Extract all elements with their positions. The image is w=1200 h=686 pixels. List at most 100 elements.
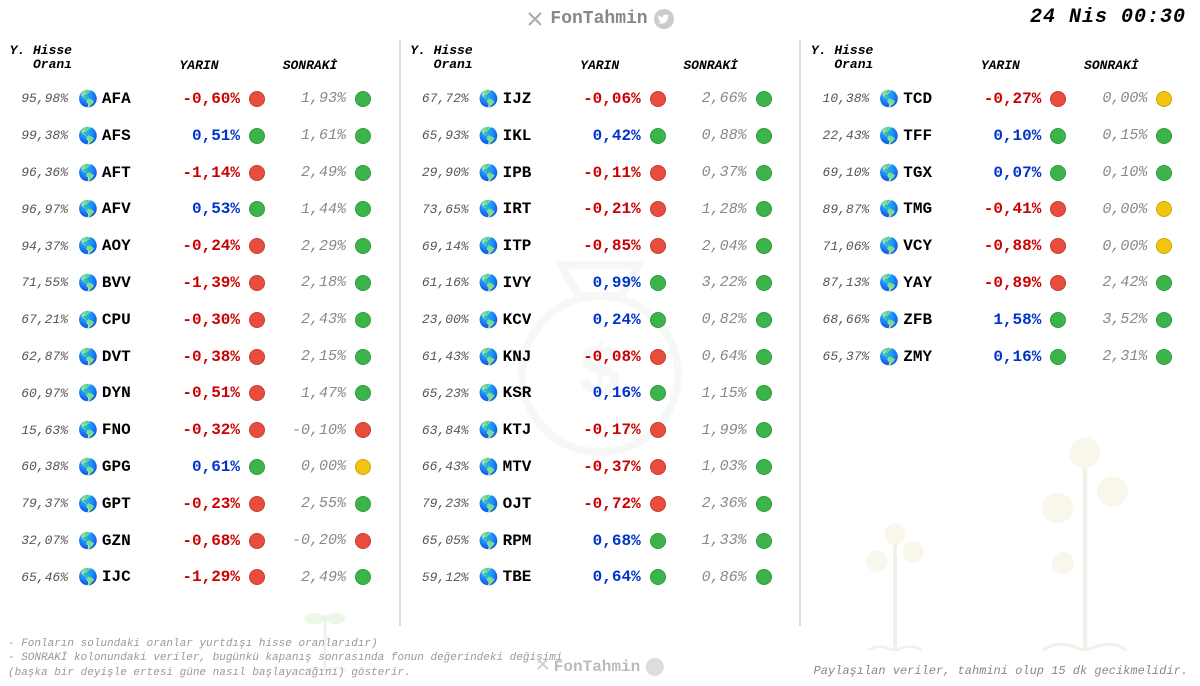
sonraki-value: 0,00% [1071,90,1151,107]
fund-symbol: 🌎KCV [473,310,555,330]
ratio-value: 69,10% [809,165,873,180]
sonraki-value: 2,43% [270,311,350,328]
fund-row: 65,23%🌎KSR0,16%1,15% [409,375,792,412]
column-header: Y. HisseOranıYARINSONRAKİ [409,40,792,81]
sonraki-indicator [1151,349,1177,365]
sonraki-value: 0,82% [671,311,751,328]
yarin-indicator [645,459,671,475]
sonraki-value: 1,03% [671,458,751,475]
fund-symbol: 🌎IJC [72,567,154,587]
sonraki-value: 2,49% [270,164,350,181]
ratio-value: 61,16% [409,275,473,290]
column-1: Y. HisseOranıYARINSONRAKİ95,98%🌎AFA-0,60… [0,40,399,626]
yarin-indicator [645,275,671,291]
fund-row: 73,65%🌎IRT-0,21%1,28% [409,191,792,228]
fund-row: 96,36%🌎AFT-1,14%2,49% [8,154,391,191]
yarin-value: -0,17% [555,421,645,439]
column-3: Y. HisseOranıYARINSONRAKİ10,38%🌎TCD-0,27… [799,40,1200,626]
footer-note-2: - SONRAKİ kolonundaki veriler, bugünkü k… [8,651,588,680]
sonraki-indicator [751,91,777,107]
fund-row: 96,97%🌎AFV0,53%1,44% [8,191,391,228]
fund-symbol: 🌎IVY [473,273,555,293]
fund-row: 59,12%🌎TBE0,64%0,86% [409,559,792,596]
ratio-value: 69,14% [409,239,473,254]
globe-icon: 🌎 [78,567,98,587]
sonraki-indicator [350,385,376,401]
yarin-value: 0,68% [555,532,645,550]
yarin-value: -0,32% [154,421,244,439]
fund-symbol: 🌎TBE [473,567,555,587]
sonraki-value: 2,55% [270,495,350,512]
top-brand: FonTahmin [0,6,1200,32]
sonraki-indicator [751,385,777,401]
ratio-value: 60,38% [8,459,72,474]
twitter-icon [646,658,664,676]
fund-symbol: 🌎CPU [72,310,154,330]
globe-icon: 🌎 [78,199,98,219]
sonraki-indicator [751,165,777,181]
sonraki-value: 3,22% [671,274,751,291]
sonraki-indicator [350,128,376,144]
fund-symbol: 🌎IKL [473,126,555,146]
sonraki-indicator [1151,238,1177,254]
yarin-indicator [1045,238,1071,254]
sonraki-indicator [751,128,777,144]
globe-icon: 🌎 [879,163,899,183]
globe-icon: 🌎 [479,126,499,146]
yarin-indicator [645,422,671,438]
footer-disclaimer: Paylaşılan veriler, tahmini olup 15 dk g… [814,664,1188,678]
yarin-value: -0,23% [154,495,244,513]
fund-row: 65,46%🌎IJC-1,29%2,49% [8,559,391,596]
yarin-value: 0,53% [154,200,244,218]
footer-notes: - Fonların solundaki oranlar yurtdışı hi… [8,637,588,680]
fund-symbol: 🌎ZFB [873,310,955,330]
globe-icon: 🌎 [78,531,98,551]
yarin-value: 0,51% [154,127,244,145]
fund-symbol: 🌎ITP [473,236,555,256]
sonraki-indicator [350,349,376,365]
fund-symbol: 🌎KSR [473,383,555,403]
ratio-value: 62,87% [8,349,72,364]
fund-row: 60,38%🌎GPG0,61%0,00% [8,449,391,486]
sonraki-value: 0,37% [671,164,751,181]
yarin-value: -0,37% [555,458,645,476]
yarin-value: 0,16% [955,348,1045,366]
yarin-value: -0,06% [555,90,645,108]
globe-icon: 🌎 [78,420,98,440]
header-yarin: YARIN [955,58,1045,73]
yarin-value: -0,30% [154,311,244,329]
fund-row: 22,43%🌎TFF0,10%0,15% [809,117,1192,154]
fund-symbol: 🌎AFA [72,89,154,109]
sonraki-indicator [350,91,376,107]
sonraki-value: -0,20% [270,532,350,549]
yarin-value: -0,88% [955,237,1045,255]
yarin-value: 0,61% [154,458,244,476]
yarin-value: 0,07% [955,164,1045,182]
ratio-value: 67,72% [409,91,473,106]
column-header: Y. HisseOranıYARINSONRAKİ [809,40,1192,81]
fund-symbol: 🌎FNO [72,420,154,440]
sonraki-indicator [350,165,376,181]
ratio-value: 59,12% [409,570,473,585]
yarin-indicator [244,128,270,144]
fund-row: 61,43%🌎KNJ-0,08%0,64% [409,338,792,375]
yarin-value: -0,21% [555,200,645,218]
sonraki-indicator [1151,91,1177,107]
yarin-indicator [645,312,671,328]
fund-row: 67,21%🌎CPU-0,30%2,43% [8,301,391,338]
fund-symbol: 🌎KNJ [473,347,555,367]
sonraki-indicator [751,349,777,365]
header-ratio: Y. HisseOranı [809,44,873,73]
yarin-value: -0,85% [555,237,645,255]
globe-icon: 🌎 [78,126,98,146]
yarin-indicator [244,422,270,438]
fund-row: 89,87%🌎TMG-0,41%0,00% [809,191,1192,228]
ratio-value: 68,66% [809,312,873,327]
sonraki-value: 2,04% [671,238,751,255]
sonraki-indicator [751,201,777,217]
yarin-value: -0,89% [955,274,1045,292]
sonraki-value: -0,10% [270,422,350,439]
fund-row: 60,97%🌎DYN-0,51%1,47% [8,375,391,412]
fund-symbol: 🌎GZN [72,531,154,551]
ratio-value: 65,23% [409,386,473,401]
